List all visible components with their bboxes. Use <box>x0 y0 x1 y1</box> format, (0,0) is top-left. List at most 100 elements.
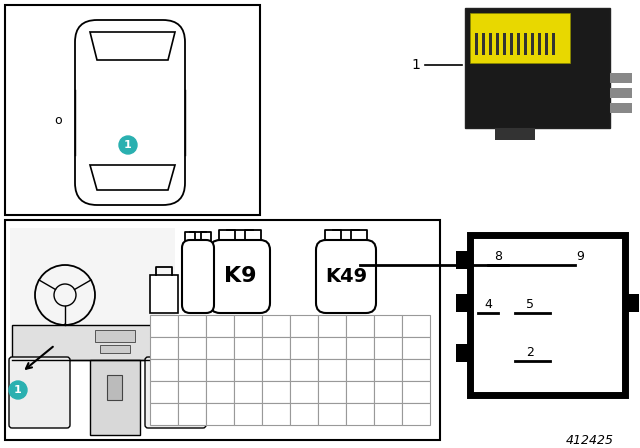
Bar <box>150 359 178 381</box>
Bar <box>95 330 135 342</box>
Text: 1: 1 <box>124 140 132 150</box>
Bar <box>402 337 430 359</box>
Bar <box>374 403 402 425</box>
Bar <box>346 403 374 425</box>
Bar <box>510 33 513 55</box>
Text: 412425: 412425 <box>566 434 614 447</box>
Bar <box>610 73 632 83</box>
Bar <box>456 251 470 269</box>
FancyBboxPatch shape <box>145 357 206 428</box>
Bar <box>318 381 346 403</box>
Bar <box>374 315 402 337</box>
Bar <box>318 337 346 359</box>
Bar <box>290 381 318 403</box>
Bar <box>495 128 535 140</box>
Bar <box>374 359 402 381</box>
Bar <box>178 337 206 359</box>
Bar <box>346 315 374 337</box>
Circle shape <box>9 381 27 399</box>
Text: 5: 5 <box>526 298 534 311</box>
Bar <box>10 228 175 358</box>
Bar <box>262 337 290 359</box>
Text: o: o <box>54 113 62 126</box>
Bar <box>206 381 234 403</box>
Bar <box>150 337 178 359</box>
Bar <box>470 13 570 63</box>
Bar <box>552 33 555 55</box>
Bar <box>262 315 290 337</box>
Bar <box>538 33 541 55</box>
Text: K49: K49 <box>325 267 367 286</box>
Bar <box>206 359 234 381</box>
Bar <box>150 315 178 337</box>
Bar <box>531 33 534 55</box>
Text: 8: 8 <box>494 250 502 263</box>
Bar <box>5 220 440 440</box>
Bar <box>262 359 290 381</box>
Bar <box>402 315 430 337</box>
Bar <box>178 381 206 403</box>
Bar <box>503 33 506 55</box>
Bar <box>290 359 318 381</box>
Bar <box>150 403 178 425</box>
Bar <box>402 359 430 381</box>
Bar <box>150 381 178 403</box>
Bar <box>150 275 178 313</box>
Bar <box>206 403 234 425</box>
Bar <box>496 33 499 55</box>
Bar <box>206 337 234 359</box>
Bar <box>234 381 262 403</box>
Bar <box>178 359 206 381</box>
Bar <box>374 337 402 359</box>
Text: 1: 1 <box>14 385 22 395</box>
Bar <box>12 325 167 360</box>
Bar <box>346 337 374 359</box>
FancyBboxPatch shape <box>316 240 376 313</box>
Bar <box>234 315 262 337</box>
Bar <box>262 403 290 425</box>
Bar <box>346 359 374 381</box>
Bar <box>489 33 492 55</box>
Bar <box>610 103 632 113</box>
Bar <box>90 360 140 435</box>
Bar <box>107 375 122 400</box>
Bar <box>178 315 206 337</box>
Bar <box>402 403 430 425</box>
Text: K9: K9 <box>224 267 256 287</box>
Bar <box>475 33 478 55</box>
Bar <box>290 403 318 425</box>
Bar <box>262 381 290 403</box>
Bar <box>470 235 625 395</box>
FancyBboxPatch shape <box>210 240 270 313</box>
FancyBboxPatch shape <box>75 20 185 205</box>
Bar <box>456 294 470 312</box>
Bar <box>625 294 639 312</box>
Text: 2: 2 <box>526 346 534 359</box>
FancyBboxPatch shape <box>182 240 214 313</box>
Bar <box>318 403 346 425</box>
Bar <box>456 344 470 362</box>
FancyBboxPatch shape <box>9 357 70 428</box>
Bar <box>290 315 318 337</box>
Bar <box>402 381 430 403</box>
Bar <box>318 315 346 337</box>
Bar <box>234 337 262 359</box>
Bar <box>234 359 262 381</box>
Bar <box>5 5 260 215</box>
Bar <box>100 345 130 353</box>
Bar <box>545 33 548 55</box>
Bar <box>524 33 527 55</box>
Circle shape <box>119 136 137 154</box>
Bar <box>346 381 374 403</box>
Text: 1: 1 <box>411 58 420 72</box>
Bar <box>318 359 346 381</box>
Bar <box>374 381 402 403</box>
Text: 4: 4 <box>484 298 492 311</box>
Text: 9: 9 <box>576 250 584 263</box>
Bar <box>234 403 262 425</box>
Bar <box>290 337 318 359</box>
Bar <box>482 33 485 55</box>
Bar <box>517 33 520 55</box>
Bar <box>206 315 234 337</box>
Bar <box>178 403 206 425</box>
